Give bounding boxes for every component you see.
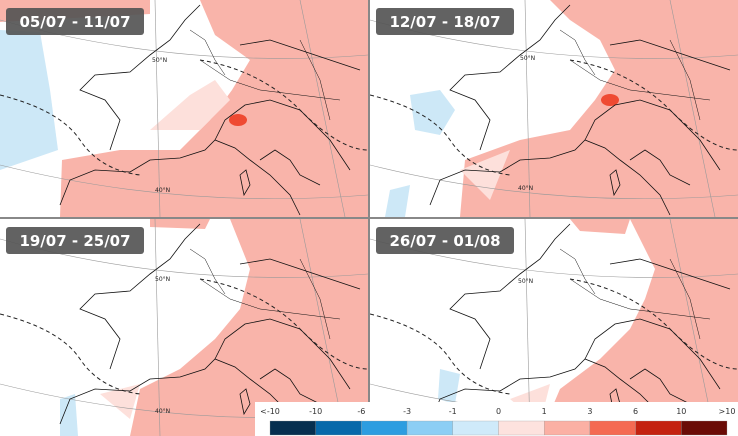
legend-swatch <box>681 420 728 436</box>
weak-anomaly-area <box>460 150 510 200</box>
panel-label-box <box>6 227 144 254</box>
strong-anomaly-area <box>229 114 247 126</box>
legend-swatch <box>635 420 682 436</box>
legend-label: -6 <box>357 407 365 416</box>
legend-label: -10 <box>309 407 322 416</box>
positive-anomaly-area <box>0 0 368 217</box>
legend-label: 3 <box>587 407 592 416</box>
legend-label: 1 <box>542 407 547 416</box>
negative-anomaly-area <box>438 369 460 404</box>
negative-anomaly-area <box>60 394 78 436</box>
positive-anomaly-area <box>540 219 738 436</box>
legend-label: -1 <box>449 407 457 416</box>
panel-label: 05/07 - 11/07 <box>19 13 130 31</box>
legend-swatch <box>315 420 362 436</box>
legend-label: -3 <box>403 407 411 416</box>
contour <box>370 59 738 176</box>
positive-anomaly-area <box>130 219 368 436</box>
panel-label: 12/07 - 18/07 <box>389 13 500 31</box>
legend-label: 0 <box>496 407 501 416</box>
legend-swatch <box>269 420 316 436</box>
latitude-label: 40°N <box>155 187 170 194</box>
latitude-label: 50°N <box>520 55 535 62</box>
panel-label-box <box>6 8 144 35</box>
map-panel: 50°N 40°N 12/07 - 18/07 <box>370 0 738 217</box>
legend-swatch <box>361 420 408 436</box>
panel-label: 19/07 - 25/07 <box>19 232 130 250</box>
strong-anomaly-area <box>601 94 619 106</box>
panel-label-box <box>376 227 514 254</box>
negative-anomaly-area <box>385 90 455 217</box>
latitude-label: 50°N <box>155 276 170 283</box>
contour <box>0 278 368 395</box>
panel-label: 26/07 - 01/08 <box>389 232 500 250</box>
legend: <-10 -10 -6 -3 -1 0 1 3 6 10 >10 <box>255 402 738 436</box>
legend-swatch <box>498 420 545 436</box>
map-panel: 50°N 40°N 19/07 - 25/07 <box>0 219 368 436</box>
latitude-label: 40°N <box>518 185 533 192</box>
legend-swatch <box>589 420 636 436</box>
legend-swatch <box>406 420 453 436</box>
legend-label: 10 <box>676 407 686 416</box>
map-panel: 50°N40°N26/07 - 01/08 <box>370 219 738 436</box>
legend-swatch <box>452 420 499 436</box>
weak-anomaly-area <box>150 80 230 130</box>
legend-label: 6 <box>633 407 638 416</box>
panel-label-box <box>376 8 514 35</box>
negative-anomaly-area <box>0 30 58 170</box>
latitude-label: 50°N <box>152 57 167 64</box>
legend-label: >10 <box>719 407 736 416</box>
latitude-label: 40°N <box>155 408 170 415</box>
legend-label: <-10 <box>260 407 280 416</box>
positive-anomaly-area <box>460 0 738 217</box>
contour <box>370 278 738 395</box>
legend-swatch <box>544 420 591 436</box>
contour <box>0 59 368 176</box>
map-panel: 50°N 40°N 05/07 - 11/07 <box>0 0 368 217</box>
latitude-label: 50°N <box>518 278 533 285</box>
